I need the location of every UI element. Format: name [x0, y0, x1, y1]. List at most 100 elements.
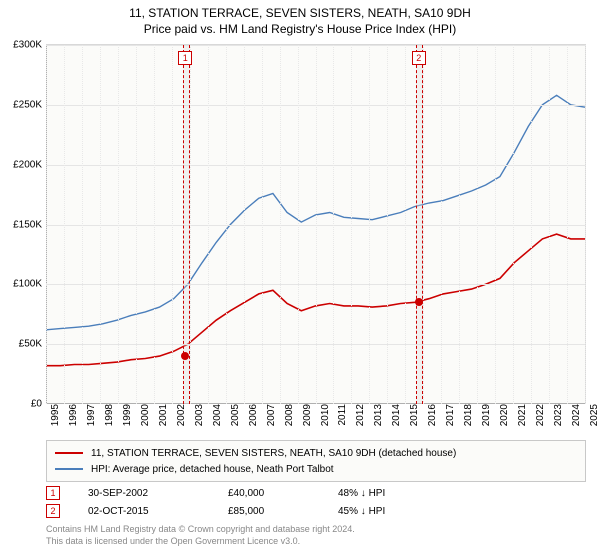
sale-delta: 48% ↓ HPI [338, 488, 385, 499]
gridline-v [226, 45, 227, 404]
sale-delta: 45% ↓ HPI [338, 506, 385, 517]
y-tick-label: £0 [31, 399, 46, 410]
gridline-v [459, 45, 460, 404]
x-tick-label: 2014 [387, 404, 402, 426]
y-tick-label: £150K [13, 219, 46, 230]
y-tick-label: £100K [13, 279, 46, 290]
sale-marker-box: 2 [412, 51, 426, 65]
x-tick-label: 2024 [567, 404, 582, 426]
x-tick-label: 1999 [118, 404, 133, 426]
sale-date: 02-OCT-2015 [88, 506, 228, 517]
x-tick-label: 2025 [585, 404, 600, 426]
gridline-v [549, 45, 550, 404]
y-tick-label: £250K [13, 99, 46, 110]
plot-area: £0£50K£100K£150K£200K£250K£300K199519961… [46, 44, 586, 404]
chart-subtitle: Price paid vs. HM Land Registry's House … [0, 22, 600, 36]
x-tick-label: 1995 [46, 404, 61, 426]
x-tick-label: 2017 [441, 404, 456, 426]
gridline-v [46, 45, 47, 404]
legend-swatch [55, 452, 83, 454]
y-tick-label: £300K [13, 40, 46, 51]
x-tick-label: 1998 [100, 404, 115, 426]
gridline-v [172, 45, 173, 404]
legend-label: HPI: Average price, detached house, Neat… [91, 464, 334, 475]
gridline-v [154, 45, 155, 404]
x-tick-label: 2015 [405, 404, 420, 426]
gridline-v [82, 45, 83, 404]
x-tick-label: 1997 [82, 404, 97, 426]
footnotes: Contains HM Land Registry data © Crown c… [46, 524, 355, 547]
sales-table: 1 30-SEP-2002 £40,000 48% ↓ HPI 2 02-OCT… [46, 484, 586, 520]
gridline-v [316, 45, 317, 404]
gridline-v [585, 45, 586, 404]
sale-marker-dot [415, 298, 423, 306]
y-tick-label: £200K [13, 159, 46, 170]
sale-price: £85,000 [228, 506, 338, 517]
x-tick-label: 2009 [298, 404, 313, 426]
gridline-v [244, 45, 245, 404]
sale-marker-dot [181, 352, 189, 360]
gridline-v [333, 45, 334, 404]
legend-item: HPI: Average price, detached house, Neat… [55, 461, 577, 477]
gridline-v [405, 45, 406, 404]
chart-title: 11, STATION TERRACE, SEVEN SISTERS, NEAT… [0, 6, 600, 20]
sale-row: 1 30-SEP-2002 £40,000 48% ↓ HPI [46, 484, 586, 502]
gridline-v [441, 45, 442, 404]
gridline-v [567, 45, 568, 404]
sale-highlight-band [183, 45, 190, 404]
legend-swatch [55, 468, 83, 470]
sale-marker-icon: 2 [46, 504, 60, 518]
gridline-v [351, 45, 352, 404]
gridline-v [100, 45, 101, 404]
gridline-v [387, 45, 388, 404]
sale-highlight-band [416, 45, 423, 404]
x-tick-label: 2008 [280, 404, 295, 426]
sale-date: 30-SEP-2002 [88, 488, 228, 499]
gridline-v [513, 45, 514, 404]
x-tick-label: 2022 [531, 404, 546, 426]
footnote-line: This data is licensed under the Open Gov… [46, 536, 355, 548]
legend: 11, STATION TERRACE, SEVEN SISTERS, NEAT… [46, 440, 586, 482]
x-tick-label: 2019 [477, 404, 492, 426]
title-block: 11, STATION TERRACE, SEVEN SISTERS, NEAT… [0, 0, 600, 36]
gridline-v [118, 45, 119, 404]
x-tick-label: 2023 [549, 404, 564, 426]
gridline-v [208, 45, 209, 404]
x-tick-label: 2021 [513, 404, 528, 426]
sale-marker-icon: 1 [46, 486, 60, 500]
gridline-v [262, 45, 263, 404]
footnote-line: Contains HM Land Registry data © Crown c… [46, 524, 355, 536]
x-tick-label: 2013 [369, 404, 384, 426]
x-tick-label: 2001 [154, 404, 169, 426]
gridline-v [136, 45, 137, 404]
x-tick-label: 2020 [495, 404, 510, 426]
x-tick-label: 2011 [333, 404, 348, 426]
gridline-v [64, 45, 65, 404]
gridline-v [190, 45, 191, 404]
legend-label: 11, STATION TERRACE, SEVEN SISTERS, NEAT… [91, 448, 456, 459]
gridline-v [531, 45, 532, 404]
sale-marker-box: 1 [178, 51, 192, 65]
x-tick-label: 2016 [423, 404, 438, 426]
x-tick-label: 2000 [136, 404, 151, 426]
gridline-v [423, 45, 424, 404]
x-tick-label: 2018 [459, 404, 474, 426]
x-tick-label: 2003 [190, 404, 205, 426]
gridline-v [477, 45, 478, 404]
x-tick-label: 2002 [172, 404, 187, 426]
gridline-v [495, 45, 496, 404]
legend-item: 11, STATION TERRACE, SEVEN SISTERS, NEAT… [55, 445, 577, 461]
chart-container: 11, STATION TERRACE, SEVEN SISTERS, NEAT… [0, 0, 600, 560]
x-tick-label: 2005 [226, 404, 241, 426]
y-tick-label: £50K [19, 339, 46, 350]
sale-price: £40,000 [228, 488, 338, 499]
gridline-v [369, 45, 370, 404]
x-tick-label: 2007 [262, 404, 277, 426]
x-tick-label: 2006 [244, 404, 259, 426]
x-tick-label: 2004 [208, 404, 223, 426]
x-tick-label: 1996 [64, 404, 79, 426]
x-tick-label: 2012 [351, 404, 366, 426]
sale-row: 2 02-OCT-2015 £85,000 45% ↓ HPI [46, 502, 586, 520]
x-tick-label: 2010 [316, 404, 331, 426]
gridline-v [280, 45, 281, 404]
